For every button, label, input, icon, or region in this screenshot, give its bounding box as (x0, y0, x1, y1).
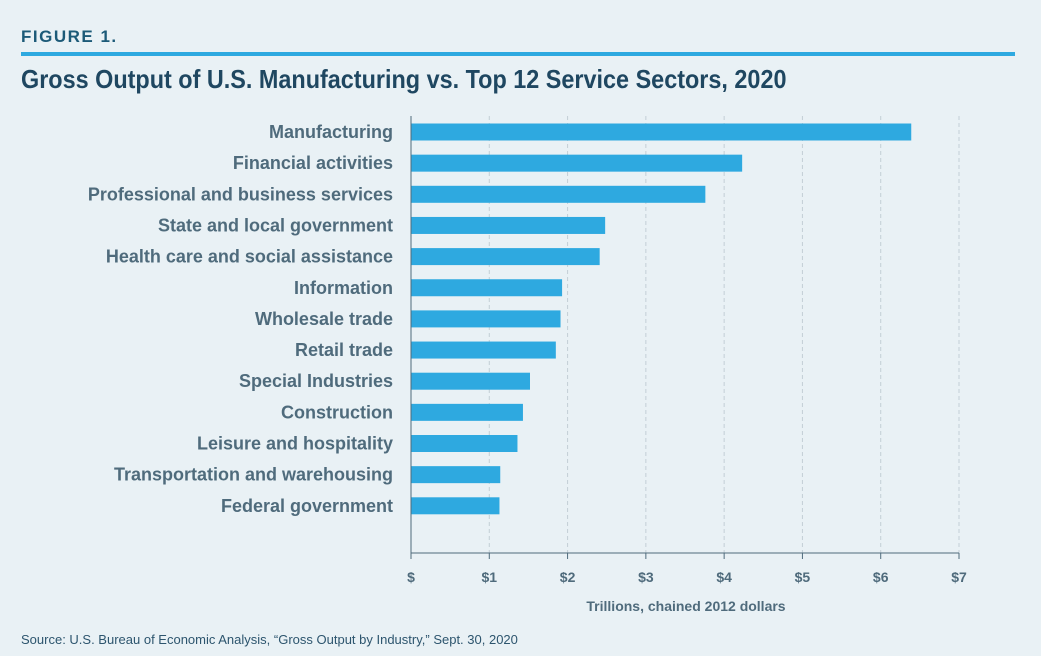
category-label: Health care and social assistance (106, 247, 393, 267)
x-tick-label: $3 (638, 569, 654, 585)
category-label: Federal government (221, 496, 393, 516)
x-tick-label: $2 (560, 569, 576, 585)
x-tick-label: $5 (795, 569, 811, 585)
category-label: State and local government (158, 215, 393, 235)
category-label: Information (294, 278, 393, 298)
bar (411, 372, 530, 390)
category-label: Transportation and warehousing (114, 465, 393, 485)
source-note: Source: U.S. Bureau of Economic Analysis… (21, 632, 518, 647)
bar (411, 497, 500, 515)
bar (411, 466, 501, 484)
bar (411, 185, 706, 203)
x-tick-label: $1 (481, 569, 497, 585)
x-tick-label: $4 (716, 569, 732, 585)
x-tick-label: $7 (951, 569, 967, 585)
x-axis-title: Trillions, chained 2012 dollars (586, 598, 785, 614)
category-label: Financial activities (233, 153, 393, 173)
bar (411, 435, 518, 452)
category-label: Professional and business services (88, 184, 393, 204)
header-rule (21, 52, 1015, 56)
category-label: Special Industries (239, 371, 393, 391)
bar (411, 310, 561, 328)
category-label: Leisure and hospitality (197, 434, 393, 454)
x-tick-label: $ (407, 569, 415, 585)
chart-title: Gross Output of U.S. Manufacturing vs. T… (21, 64, 787, 94)
category-label: Manufacturing (269, 122, 393, 142)
bar (411, 123, 912, 141)
bar (411, 216, 606, 234)
bar (411, 154, 743, 172)
category-label: Retail trade (295, 340, 393, 360)
bar-chart: Manufacturing Financial activities Profess… (88, 116, 967, 614)
figure-label: FIGURE 1. (21, 27, 118, 46)
bar (411, 403, 523, 421)
category-label: Construction (281, 402, 393, 422)
bar (411, 341, 556, 359)
x-tick-label: $6 (873, 569, 889, 585)
bar (411, 279, 563, 297)
bar (411, 248, 600, 266)
category-label: Wholesale trade (255, 309, 393, 329)
